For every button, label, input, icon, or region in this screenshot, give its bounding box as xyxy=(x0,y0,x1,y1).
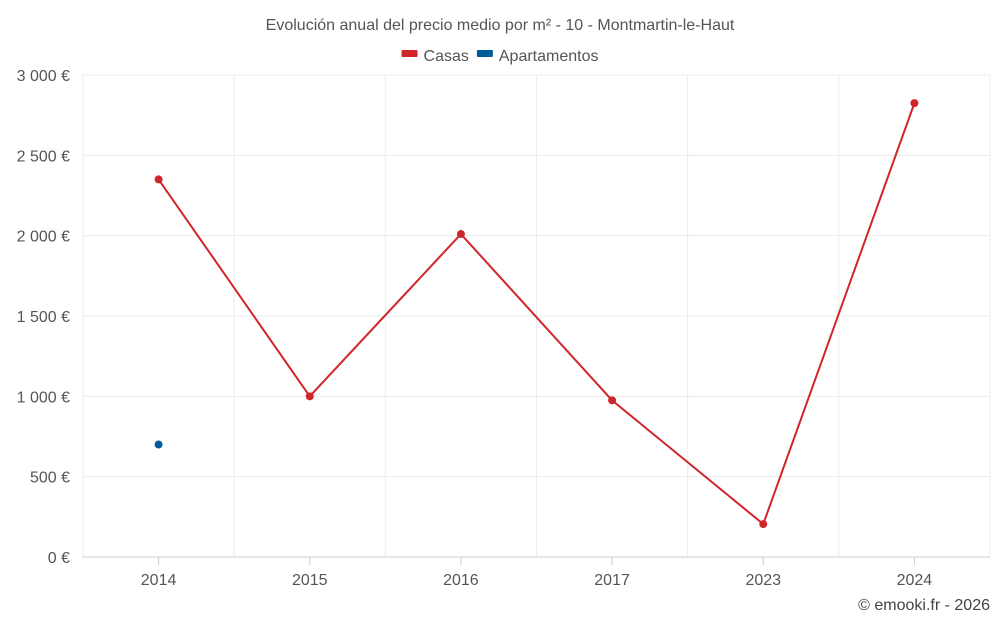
data-point-apartamentos[interactable] xyxy=(154,440,163,449)
x-tick-label: 2014 xyxy=(141,572,177,589)
x-tick-label: 2016 xyxy=(443,572,479,589)
data-point-casas[interactable] xyxy=(305,392,314,401)
chart-title: Evolución anual del precio medio por m² … xyxy=(266,17,735,34)
y-tick-label: 0 € xyxy=(48,550,70,567)
legend: Casas Apartamentos xyxy=(401,48,599,65)
data-point-casas[interactable] xyxy=(456,230,465,239)
data-point-casas[interactable] xyxy=(910,99,919,108)
x-tick-label: 2024 xyxy=(897,572,933,589)
x-tick-label: 2015 xyxy=(292,572,328,589)
grid xyxy=(82,74,991,557)
y-tick-label: 1 000 € xyxy=(17,389,70,406)
y-tick-label: 500 € xyxy=(30,470,70,487)
data-point-casas[interactable] xyxy=(608,396,617,405)
legend-swatch xyxy=(401,50,418,57)
plot-area xyxy=(154,99,919,529)
credit-text: © emooki.fr - 2026 xyxy=(858,597,990,614)
x-tick-label: 2023 xyxy=(745,572,781,589)
y-tick-label: 3 000 € xyxy=(17,68,70,85)
y-tick-label: 2 000 € xyxy=(17,229,70,246)
x-axis: 2014 2015 2016 2017 2023 2024 xyxy=(83,556,990,589)
legend-label: Casas xyxy=(424,48,469,65)
legend-item-apartamentos[interactable]: Apartamentos xyxy=(476,48,599,65)
series-line-casas xyxy=(157,102,916,526)
y-axis: 0 € 500 € 1 000 € 1 500 € 2 000 € 2 500 € 3 00… xyxy=(17,68,70,567)
legend-item-casas[interactable]: Casas xyxy=(401,48,469,65)
legend-label: Apartamentos xyxy=(499,48,599,65)
y-tick-label: 2 500 € xyxy=(17,148,70,165)
legend-swatch xyxy=(476,50,493,57)
data-point-casas[interactable] xyxy=(759,520,768,529)
data-point-casas[interactable] xyxy=(154,175,163,184)
x-tick-label: 2017 xyxy=(594,572,630,589)
y-tick-label: 1 500 € xyxy=(17,309,70,326)
